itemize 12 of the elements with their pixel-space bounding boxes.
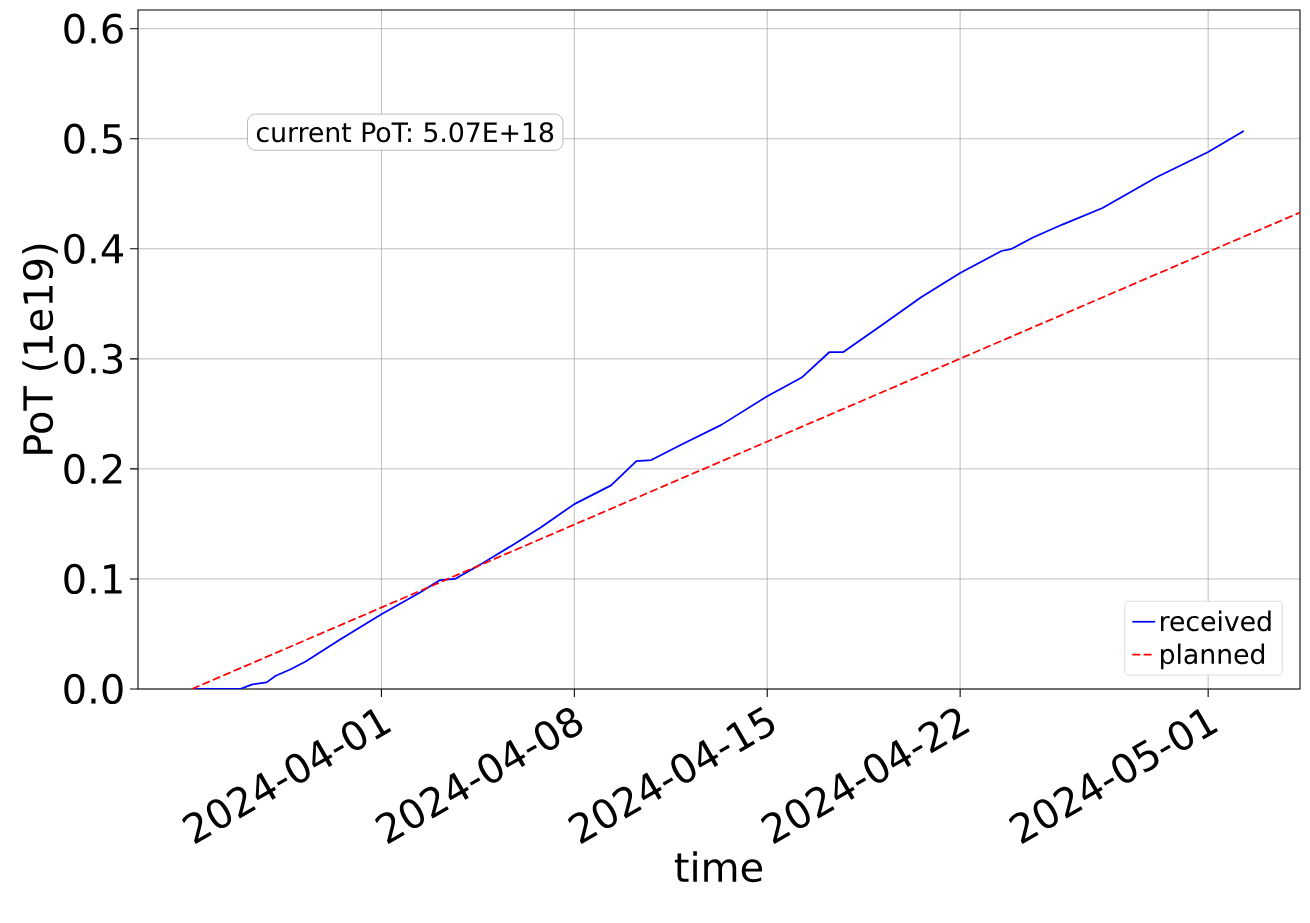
legend-label: planned — [1161, 643, 1265, 670]
legend-label: received — [1161, 610, 1271, 632]
y-tick-label: 0.1 — [64, 563, 122, 595]
x-axis-title: time — [674, 851, 763, 883]
y-axis-title: PoT (1e19) — [22, 244, 58, 454]
y-tick-label: 0.3 — [64, 343, 123, 374]
y-tick-label: 0.6 — [64, 13, 123, 44]
annotation: current PoT: 5.07E+18 — [256, 122, 554, 143]
y-tick-label: 0.2 — [64, 453, 122, 485]
y-tick-label: 0.0 — [64, 673, 123, 705]
y-tick-label: 0.4 — [64, 233, 124, 264]
y-tick-label: 0.5 — [64, 123, 122, 154]
